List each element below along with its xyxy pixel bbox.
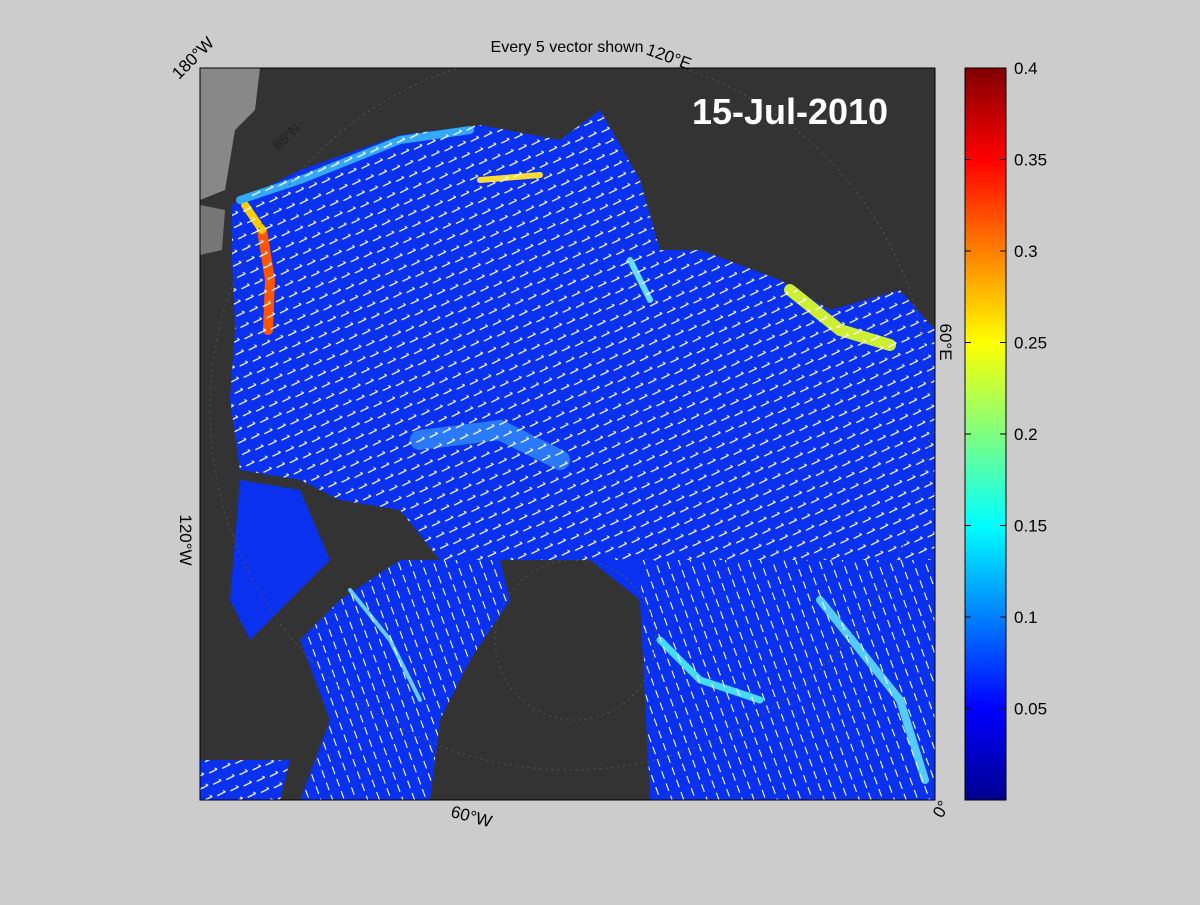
lon-label: 0° [929, 797, 954, 821]
colorbar-tick-label: 0.4 [1014, 59, 1038, 78]
lon-label: 60°W [449, 802, 494, 831]
colorbar-tick-label: 0.05 [1014, 700, 1047, 719]
map-title: Every 5 vector shown [491, 39, 644, 56]
colorbar-tick-label: 0.35 [1014, 151, 1047, 170]
vectors [200, 110, 935, 800]
colorbar [964, 67, 1007, 801]
plot-frame [199, 67, 936, 801]
lon-label: 120°W [176, 514, 195, 565]
land-outside [200, 68, 260, 200]
lon-label: 60°E [936, 323, 955, 360]
colorbar-tick-label: 0.25 [1014, 334, 1047, 353]
colorbar-tick-label: 0.15 [1014, 517, 1047, 536]
map [200, 68, 935, 800]
colorbar-tick-label: 0.3 [1014, 242, 1038, 261]
colorbar-tick-label: 0.1 [1014, 608, 1038, 627]
graticule [209, 68, 931, 771]
date-label: 15-Jul-2010 [692, 91, 888, 132]
land-outside [200, 205, 225, 255]
colorbar-tick-label: 0.2 [1014, 425, 1038, 444]
